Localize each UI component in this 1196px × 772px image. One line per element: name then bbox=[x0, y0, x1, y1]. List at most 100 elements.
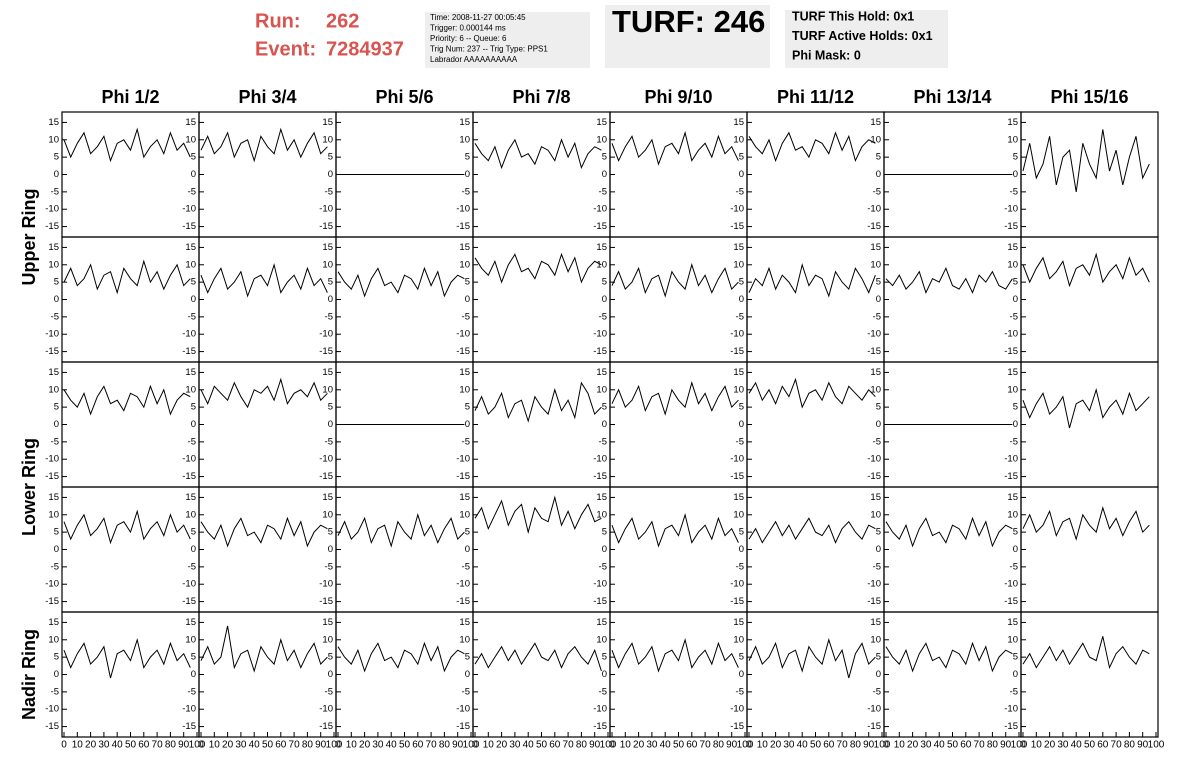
y-tick-label: 10 bbox=[185, 259, 196, 270]
y-tick-label: 10 bbox=[870, 259, 881, 270]
x-tick-label: 30 bbox=[509, 740, 521, 751]
panel-frame bbox=[472, 236, 611, 363]
y-tick-label: 5 bbox=[54, 277, 59, 288]
y-tick-label: 15 bbox=[48, 617, 59, 628]
x-tick-label: 100 bbox=[1011, 740, 1028, 751]
x-tick-label: 80 bbox=[576, 740, 588, 751]
y-tick-label: -5 bbox=[873, 311, 881, 322]
y-tick-label: 0 bbox=[328, 544, 333, 555]
y-tick-label: -10 bbox=[593, 704, 607, 715]
panel-frame bbox=[198, 111, 337, 238]
trace bbox=[611, 381, 739, 416]
panel-frame bbox=[746, 111, 885, 238]
trace bbox=[200, 516, 328, 548]
y-tick-label: 0 bbox=[876, 669, 881, 680]
x-tick-label: 60 bbox=[138, 740, 150, 751]
y-tick-label: 0 bbox=[739, 294, 744, 305]
info-line: Trigger: 0.000144 ms bbox=[430, 24, 506, 33]
trace bbox=[1022, 129, 1150, 192]
panel-frame bbox=[1020, 611, 1159, 738]
y-tick-label: 10 bbox=[185, 634, 196, 645]
y-tick-label: -5 bbox=[325, 686, 333, 697]
trace bbox=[474, 495, 602, 535]
y-tick-label: 0 bbox=[876, 419, 881, 430]
trace bbox=[63, 259, 191, 295]
y-tick-label: -5 bbox=[873, 436, 881, 447]
y-tick-label: 5 bbox=[54, 527, 59, 538]
y-tick-label: 5 bbox=[54, 402, 59, 413]
y-tick-label: -10 bbox=[593, 579, 607, 590]
y-tick-label: 15 bbox=[185, 492, 196, 503]
y-tick-label: 10 bbox=[322, 134, 333, 145]
x-tick-label: 0 bbox=[1020, 740, 1026, 751]
x-tick-label: 10 bbox=[209, 740, 221, 751]
trace bbox=[748, 262, 876, 298]
y-tick-label: -5 bbox=[736, 686, 744, 697]
y-tick-label: 10 bbox=[733, 259, 744, 270]
y-tick-label: 5 bbox=[328, 527, 333, 538]
x-tick-label: 10 bbox=[346, 740, 358, 751]
panel-frame bbox=[335, 486, 474, 613]
trace bbox=[611, 512, 739, 548]
x-tick-label: 70 bbox=[837, 740, 849, 751]
column-title: Phi 13/14 bbox=[913, 87, 991, 107]
y-tick-label: -15 bbox=[456, 346, 470, 357]
x-tick-label: 40 bbox=[386, 740, 398, 751]
x-tick-label: 80 bbox=[987, 740, 999, 751]
y-tick-label: 5 bbox=[465, 652, 470, 663]
panel-frame bbox=[609, 111, 748, 238]
y-tick-label: -5 bbox=[599, 186, 607, 197]
trace bbox=[748, 517, 876, 544]
y-tick-label: 10 bbox=[870, 634, 881, 645]
trace bbox=[63, 127, 191, 163]
y-tick-label: 15 bbox=[733, 492, 744, 503]
y-tick-label: -5 bbox=[325, 436, 333, 447]
y-tick-label: 10 bbox=[870, 384, 881, 395]
y-tick-label: -10 bbox=[1004, 204, 1018, 215]
y-tick-label: 5 bbox=[465, 527, 470, 538]
y-tick-label: 0 bbox=[1013, 544, 1018, 555]
y-tick-label: 15 bbox=[596, 242, 607, 253]
x-tick-label: 80 bbox=[165, 740, 177, 751]
x-tick-label: 90 bbox=[863, 740, 875, 751]
y-tick-label: -10 bbox=[1004, 704, 1018, 715]
y-tick-label: -15 bbox=[456, 721, 470, 732]
status-line: TURF This Hold: 0x1 bbox=[792, 9, 914, 23]
y-tick-label: 10 bbox=[48, 509, 59, 520]
y-tick-label: -15 bbox=[45, 596, 59, 607]
x-tick-label: 60 bbox=[412, 740, 424, 751]
y-tick-label: -10 bbox=[182, 454, 196, 465]
y-tick-label: 10 bbox=[870, 509, 881, 520]
panel-frame bbox=[609, 361, 748, 488]
info-line: Trig Num: 237 -- Trig Type: PPS1 bbox=[430, 45, 548, 54]
y-tick-label: 5 bbox=[191, 402, 196, 413]
y-tick-label: 0 bbox=[1013, 419, 1018, 430]
trace bbox=[611, 637, 739, 673]
y-tick-label: 5 bbox=[465, 402, 470, 413]
panel-frame bbox=[1020, 486, 1159, 613]
y-tick-label: 0 bbox=[1013, 169, 1018, 180]
y-tick-label: 0 bbox=[328, 419, 333, 430]
y-tick-label: 15 bbox=[596, 367, 607, 378]
y-tick-label: -10 bbox=[319, 454, 333, 465]
y-tick-label: -10 bbox=[182, 704, 196, 715]
y-tick-label: 10 bbox=[733, 509, 744, 520]
y-tick-label: 0 bbox=[876, 169, 881, 180]
y-tick-label: -15 bbox=[319, 721, 333, 732]
panel-frame bbox=[1020, 111, 1159, 238]
panel-frame bbox=[472, 111, 611, 238]
info-line: Time: 2008-11-27 00:05:45 bbox=[430, 13, 526, 22]
trace bbox=[200, 377, 328, 409]
y-tick-label: -15 bbox=[319, 221, 333, 232]
y-tick-label: -5 bbox=[736, 186, 744, 197]
column-title: Phi 15/16 bbox=[1050, 87, 1128, 107]
event-number: 7284937 bbox=[326, 38, 404, 60]
y-tick-label: 0 bbox=[602, 669, 607, 680]
y-tick-label: -5 bbox=[1010, 311, 1018, 322]
y-tick-label: -10 bbox=[867, 329, 881, 340]
y-tick-label: -5 bbox=[462, 186, 470, 197]
y-tick-label: -10 bbox=[456, 204, 470, 215]
y-tick-label: 10 bbox=[733, 384, 744, 395]
y-tick-label: -10 bbox=[182, 204, 196, 215]
y-tick-label: 10 bbox=[459, 259, 470, 270]
